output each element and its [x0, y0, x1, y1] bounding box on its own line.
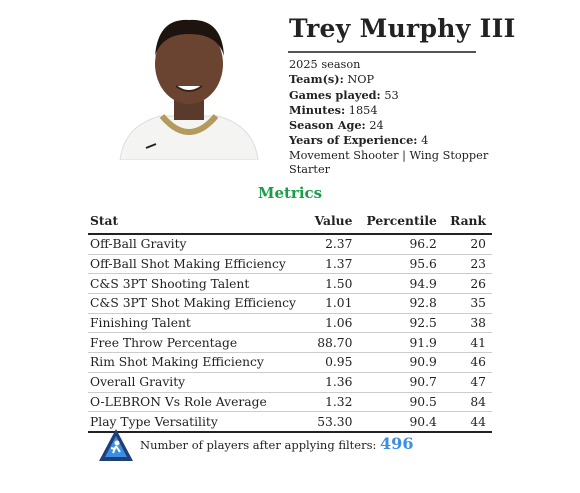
info-value: 53: [384, 88, 399, 102]
table-cell: 88.70: [307, 332, 359, 354]
table-cell: 84: [442, 392, 492, 413]
player-photo: [119, 19, 259, 160]
header-row: Stat Value Percentile Rank: [88, 210, 492, 235]
table-cell: 90.4: [358, 411, 443, 433]
table-cell: Play Type Versatility: [88, 411, 308, 433]
player-count: 496: [380, 434, 414, 453]
table-cell: 35: [442, 293, 492, 314]
table-cell: Free Throw Percentage: [88, 332, 308, 354]
info-label: Team(s):: [289, 72, 344, 87]
info-line: Years of Experience: 4: [289, 133, 488, 148]
info-value: 4: [421, 134, 429, 148]
table-cell: 94.9: [358, 273, 443, 295]
table-cell: 95.6: [358, 254, 443, 275]
table-row: C&S 3PT Shot Making Efficiency 1.01 92.8 35: [88, 293, 492, 314]
info-line: Season Age: 24: [289, 118, 488, 133]
table-cell: 91.9: [358, 332, 443, 354]
footer-text: Number of players after applying filters…: [140, 438, 377, 452]
table-cell: 47: [442, 372, 492, 393]
table-cell: 1.32: [307, 392, 359, 413]
table-cell: Finishing Talent: [88, 313, 308, 334]
metrics-table: Stat Value Percentile Rank Off-Ball Gravity…: [88, 210, 492, 433]
table-row: Off-Ball Gravity 2.37 96.2 20: [88, 234, 492, 255]
name-rule: [288, 51, 476, 53]
table-row: C&S 3PT Shooting Talent 1.50 94.9 26: [88, 273, 492, 295]
table-cell: 41: [442, 332, 492, 354]
table-cell: 90.5: [358, 392, 443, 413]
table-cell: O-LEBRON Vs Role Average: [88, 392, 308, 413]
info-line: Team(s): NOP: [289, 72, 488, 87]
player-info: 2025 season Team(s): NOP Games played: 53…: [289, 58, 488, 177]
info-label: Games played:: [289, 87, 381, 102]
table-cell: Off-Ball Shot Making Efficiency: [88, 254, 308, 275]
table-cell: 38: [442, 313, 492, 334]
table-row: Overall Gravity 1.36 90.7 47: [88, 372, 492, 393]
table-row: Free Throw Percentage 88.70 91.9 41: [88, 332, 492, 354]
table-cell: C&S 3PT Shot Making Efficiency: [88, 293, 308, 314]
table-cell: C&S 3PT Shooting Talent: [88, 273, 308, 295]
column-header: Stat: [88, 210, 308, 235]
table-cell: Overall Gravity: [88, 372, 308, 393]
table-cell: 1.37: [307, 254, 359, 275]
table-body: Off-Ball Gravity 2.37 96.2 20 Off-Ball Shot …: [88, 234, 492, 433]
footer: Number of players after applying filters…: [140, 434, 413, 453]
table-cell: 46: [442, 352, 492, 373]
table-title: Metrics: [257, 184, 323, 202]
info-value: 24: [369, 119, 384, 133]
table-cell: 0.95: [307, 352, 359, 373]
info-label: Years of Experience:: [289, 133, 418, 148]
table-cell: 44: [442, 411, 492, 433]
table-cell: 20: [442, 234, 492, 255]
table-cell: Rim Shot Making Efficiency: [88, 352, 308, 373]
info-lines: Team(s): NOP Games played: 53 Minutes: 185…: [289, 72, 488, 148]
logo: [99, 429, 133, 461]
table-cell: 1.36: [307, 372, 359, 393]
table-row: O-LEBRON Vs Role Average 1.32 90.5 84: [88, 392, 492, 413]
table-row: Play Type Versatility 53.30 90.4 44: [88, 411, 492, 433]
table-cell: 92.5: [358, 313, 443, 334]
status: Starter: [289, 163, 331, 177]
player-name: Trey Murphy III: [289, 14, 516, 43]
table-cell: 92.8: [358, 293, 443, 314]
table-row: Off-Ball Shot Making Efficiency 1.37 95.6 2…: [88, 254, 492, 275]
table-cell: 90.9: [358, 352, 443, 373]
info-value: NOP: [347, 73, 375, 87]
info-value: 1854: [348, 103, 378, 117]
table-cell: 26: [442, 273, 492, 295]
column-header: Percentile: [358, 210, 443, 235]
table-cell: 1.50: [307, 273, 359, 295]
season: 2025 season: [289, 58, 361, 71]
table-cell: 90.7: [358, 372, 443, 393]
column-header: Value: [307, 210, 359, 235]
info-line: Games played: 53: [289, 88, 488, 103]
info-label: Season Age:: [289, 118, 366, 133]
table-cell: 1.06: [307, 313, 359, 334]
table-cell: 53.30: [307, 411, 359, 433]
info-label: Minutes:: [289, 102, 346, 117]
table-row: Finishing Talent 1.06 92.5 38: [88, 313, 492, 334]
table-cell: Off-Ball Gravity: [88, 234, 308, 255]
table-row: Rim Shot Making Efficiency 0.95 90.9 46: [88, 352, 492, 373]
info-line: Minutes: 1854: [289, 103, 488, 118]
table-cell: 2.37: [307, 234, 359, 255]
table-cell: 96.2: [358, 234, 443, 255]
column-header: Rank: [442, 210, 492, 235]
table-cell: 1.01: [307, 293, 359, 314]
table-cell: 23: [442, 254, 492, 275]
roles: Movement Shooter | Wing Stopper: [289, 148, 489, 162]
